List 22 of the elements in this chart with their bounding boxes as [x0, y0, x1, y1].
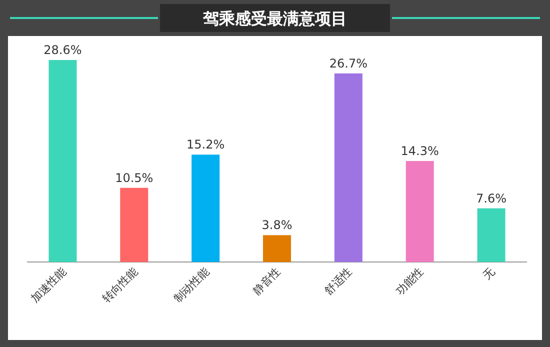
- x-tick-label: 制动性能: [171, 264, 212, 306]
- x-tick-label: 转向性能: [100, 264, 140, 306]
- data-label: 28.6%: [44, 43, 82, 57]
- bar: [477, 208, 506, 262]
- bar: [334, 73, 362, 262]
- bar: [406, 161, 434, 262]
- x-tick-label: 静音性: [250, 264, 284, 298]
- bar: [48, 60, 77, 262]
- x-tick-label: 加速性能: [28, 264, 69, 306]
- data-label: 10.5%: [115, 170, 154, 185]
- bar: [120, 188, 148, 262]
- data-label: 14.3%: [400, 144, 439, 158]
- x-tick-label: 舒适性: [322, 264, 355, 298]
- chart-title: 驾乘感受最满意项目: [202, 9, 347, 28]
- bar: [263, 235, 291, 262]
- data-label: 7.6%: [476, 191, 507, 206]
- data-label: 15.2%: [186, 138, 225, 152]
- data-label: 26.7%: [329, 56, 368, 70]
- data-label: 3.8%: [262, 218, 292, 232]
- x-tick-label: 功能性: [393, 264, 426, 298]
- bar: [192, 154, 220, 262]
- x-tick-label: 无: [480, 264, 498, 282]
